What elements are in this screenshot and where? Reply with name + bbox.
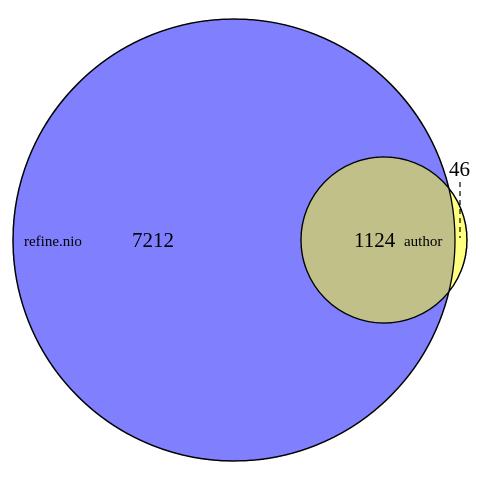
set-label-refine-nio: refine.nio (24, 234, 82, 250)
count-refine-only: 7212 (132, 228, 174, 252)
author-outline (300, 156, 468, 324)
intersection-region (301, 157, 455, 323)
count-author-only: 46 (449, 157, 470, 181)
set-label-author: author (404, 234, 442, 250)
refine-nio-outline (12, 18, 456, 462)
count-intersection: 1124 (354, 228, 396, 252)
